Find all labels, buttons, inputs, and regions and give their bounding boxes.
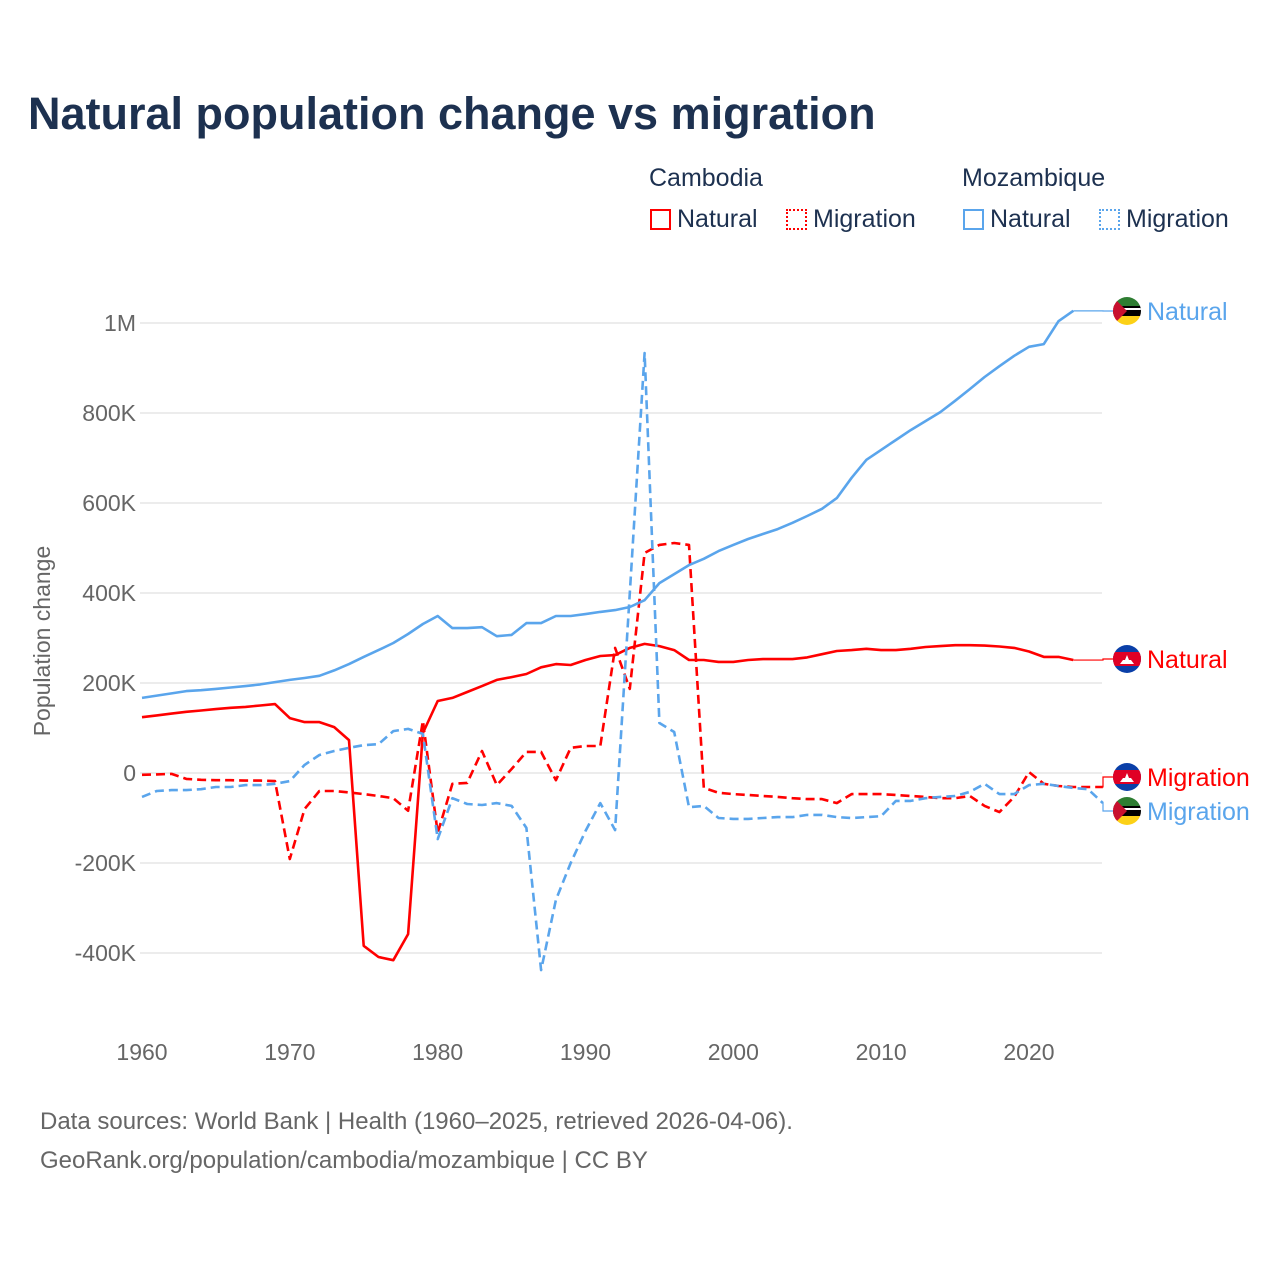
legend-group-cambodia: Cambodia — [649, 164, 763, 192]
x-tick-label: 1970 — [264, 1039, 315, 1065]
end-label-cambodia-natural: Natural — [1147, 646, 1228, 674]
label-leader-line — [1102, 802, 1113, 812]
mozambique-flag-icon — [1113, 297, 1141, 325]
y-tick-label: 0 — [123, 760, 136, 786]
y-tick-label: 1M — [104, 310, 136, 336]
chart-title: Natural population change vs migration — [28, 88, 876, 139]
flag-body — [1113, 297, 1141, 325]
y-axis-label: Population change — [29, 546, 55, 737]
y-tick-label: 600K — [82, 490, 136, 516]
legend-mozambique-migration[interactable]: Migration — [1099, 205, 1229, 234]
legend-mozambique-natural[interactable]: Natural — [963, 205, 1071, 234]
x-tick-label: 1960 — [116, 1039, 167, 1065]
x-tick-label: 2000 — [708, 1039, 759, 1065]
mozambique-flag-icon — [1113, 797, 1141, 825]
flag-green — [1113, 297, 1141, 306]
x-tick-label: 2010 — [856, 1039, 907, 1065]
cambodia-flag-icon — [1113, 645, 1141, 673]
end-label-mozambique-natural: Natural — [1147, 298, 1228, 326]
flag-yellow — [1113, 316, 1141, 325]
flag-body — [1113, 645, 1141, 673]
legend-group-mozambique: Mozambique — [962, 164, 1106, 192]
series-line-mozambique-natural — [141, 309, 1075, 700]
series-line-mozambique-migration — [141, 351, 1104, 972]
series-line-cambodia-migration — [141, 541, 1103, 861]
flag-body — [1113, 763, 1141, 791]
y-tick-label: -200K — [75, 850, 137, 876]
label-leader-line — [1073, 658, 1113, 661]
flag-temple — [1120, 655, 1134, 664]
footer-link[interactable]: GeoRank.org/population/cambodia/mozambiq… — [40, 1147, 648, 1174]
legend-swatch-solid-red — [650, 209, 671, 230]
end-label-mozambique-migration: Migration — [1147, 798, 1250, 826]
flag-temple — [1120, 773, 1134, 782]
legend-label: Migration — [813, 205, 916, 233]
x-tick-label: 1980 — [412, 1039, 463, 1065]
label-leader-line — [1102, 776, 1113, 788]
y-tick-label: 800K — [82, 400, 136, 426]
flag-white — [1113, 308, 1141, 310]
legend-swatch-dotted-blue — [1099, 209, 1120, 230]
y-tick-label: 400K — [82, 580, 136, 606]
flag-white — [1113, 808, 1141, 810]
legend-cambodia-natural[interactable]: Natural — [650, 205, 758, 234]
flag-green — [1113, 797, 1141, 806]
legend-label: Natural — [677, 205, 758, 233]
footer-sources: Data sources: World Bank | Health (1960–… — [40, 1108, 793, 1135]
legend-label: Natural — [990, 205, 1071, 233]
flag-yellow — [1113, 816, 1141, 825]
y-tick-label: 200K — [82, 670, 136, 696]
flag-triangle — [1113, 297, 1127, 325]
end-label-cambodia-migration: Migration — [1147, 764, 1250, 792]
legend-swatch-solid-blue — [963, 209, 984, 230]
legend-cambodia-migration[interactable]: Migration — [786, 205, 916, 234]
flag-triangle — [1113, 797, 1127, 825]
x-tick-label: 2020 — [1003, 1039, 1054, 1065]
flag-body — [1113, 797, 1141, 825]
legend-swatch-dotted-red — [786, 209, 807, 230]
x-tick-label: 1990 — [560, 1039, 611, 1065]
series-line-cambodia-natural — [141, 642, 1074, 962]
legend-label: Migration — [1126, 205, 1229, 233]
y-tick-label: -400K — [75, 940, 137, 966]
cambodia-flag-icon — [1113, 763, 1141, 791]
